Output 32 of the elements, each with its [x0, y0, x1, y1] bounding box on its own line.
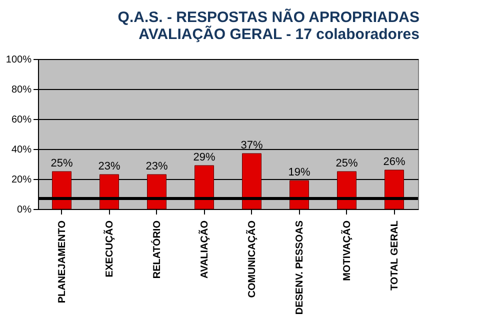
- bar: [242, 153, 262, 210]
- bar: [194, 165, 214, 210]
- x-tick-label: COMUNICAÇÃO: [246, 220, 258, 298]
- x-tick-label: MOTIVAÇÃO: [340, 220, 353, 281]
- data-label: 37%: [240, 140, 263, 152]
- x-tick-label: EXECUÇÃO: [103, 220, 116, 278]
- y-tick-label: 60%: [11, 114, 32, 126]
- bar: [100, 174, 119, 210]
- x-tick-label: DESENV. PESSOAS: [294, 220, 306, 315]
- y-tick-label: 0%: [17, 204, 32, 216]
- text: Q.A.S. - RESPOSTAS NÃO APROPRIADAS: [118, 9, 420, 26]
- y-tick-label: 100%: [6, 54, 32, 66]
- y-tick-label: 20%: [11, 174, 32, 186]
- bar: [290, 180, 309, 210]
- bar: [147, 174, 166, 210]
- y-tick-label: 80%: [11, 84, 32, 96]
- bar: [52, 171, 72, 210]
- text: AVALIAÇÃO GERAL - 17 colaboradores: [138, 26, 420, 43]
- data-label: 19%: [288, 166, 310, 178]
- data-label: 26%: [383, 156, 406, 168]
- x-tick-label: TOTAL GERAL: [389, 220, 400, 290]
- data-label: 25%: [50, 158, 73, 170]
- data-label: 29%: [193, 152, 216, 164]
- bar: [384, 170, 404, 210]
- x-tick-label: PLANEJAMENTO: [56, 220, 68, 304]
- data-label: 23%: [146, 160, 168, 172]
- x-tick-label: RELATÓRIO: [150, 220, 163, 279]
- y-tick-label: 40%: [11, 144, 32, 156]
- x-tick-label: AVALIAÇÃO: [198, 220, 210, 278]
- bar: [337, 171, 356, 210]
- data-label: 23%: [98, 160, 120, 172]
- data-label: 25%: [336, 158, 358, 170]
